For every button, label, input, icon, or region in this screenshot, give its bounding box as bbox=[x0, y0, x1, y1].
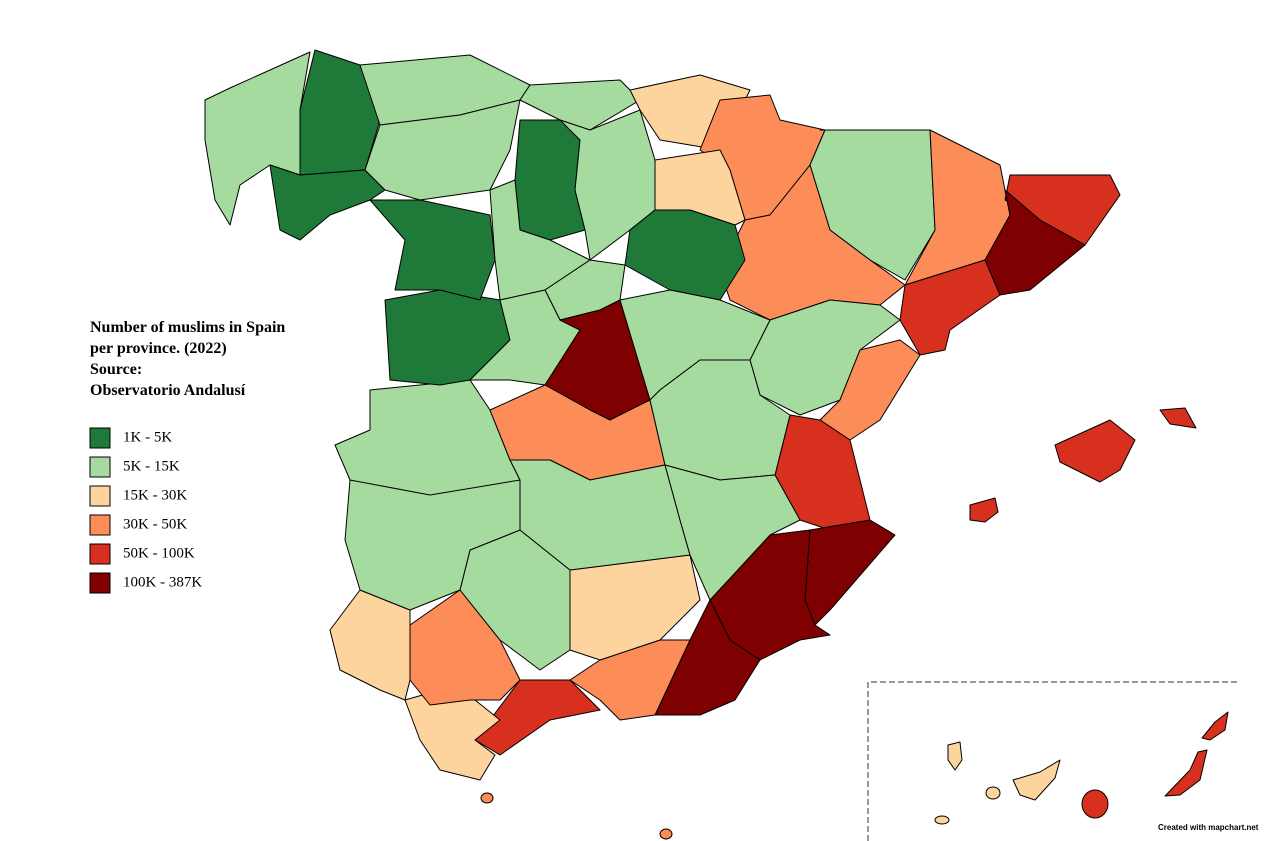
province bbox=[514, 119, 586, 241]
inset-border bbox=[867, 681, 1240, 841]
legend-swatch bbox=[89, 572, 111, 594]
province bbox=[269, 164, 386, 241]
title-line: Number of muslims in Spain bbox=[90, 319, 285, 336]
title-line: per province. (2022) bbox=[90, 340, 227, 357]
legend-label: 5K - 15K bbox=[123, 458, 180, 474]
province bbox=[369, 199, 496, 301]
legend-swatch bbox=[89, 485, 111, 507]
province bbox=[819, 339, 921, 441]
province bbox=[984, 189, 1086, 296]
province bbox=[664, 464, 801, 601]
title-line: Source: bbox=[90, 361, 142, 378]
province bbox=[1054, 419, 1136, 483]
province bbox=[1201, 711, 1229, 741]
province bbox=[1012, 759, 1061, 801]
legend-label: 50K - 100K bbox=[123, 545, 195, 561]
credit: Created with mapchart.net bbox=[1158, 823, 1259, 832]
province bbox=[329, 589, 411, 701]
province-map bbox=[204, 49, 1229, 840]
legend-swatch bbox=[89, 456, 111, 478]
province bbox=[969, 497, 999, 523]
legend-swatch bbox=[89, 514, 111, 536]
legend-label: 1K - 5K bbox=[123, 429, 172, 445]
legend-swatch bbox=[89, 543, 111, 565]
province bbox=[659, 828, 673, 840]
province bbox=[934, 815, 950, 825]
province bbox=[1159, 407, 1197, 429]
province bbox=[985, 786, 1001, 800]
province bbox=[654, 599, 761, 716]
legend-label: 30K - 50K bbox=[123, 516, 187, 532]
province bbox=[334, 379, 521, 496]
province bbox=[624, 209, 746, 301]
legend-swatch bbox=[89, 427, 111, 449]
province bbox=[947, 741, 963, 771]
legend-label: 15K - 30K bbox=[123, 487, 187, 503]
legend-label: 100K - 387K bbox=[123, 574, 202, 590]
legend: 1K - 5K 5K - 15K 15K - 30K 30K - 50K 50K - 1… bbox=[89, 427, 202, 594]
title-line: Observatorio Andalusí bbox=[90, 382, 246, 399]
province bbox=[1081, 789, 1109, 819]
province bbox=[1164, 749, 1208, 797]
province bbox=[899, 259, 1001, 356]
province bbox=[804, 519, 896, 626]
province bbox=[480, 792, 494, 804]
